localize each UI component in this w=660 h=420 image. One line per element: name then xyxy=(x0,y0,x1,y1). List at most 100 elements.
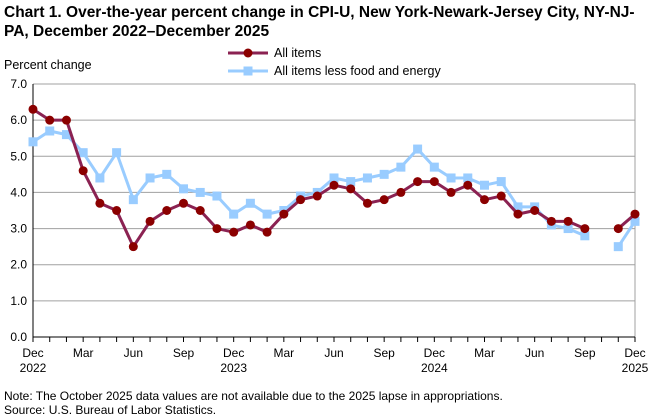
legend-label: All items less food and energy xyxy=(274,64,441,78)
data-point xyxy=(613,224,623,234)
data-point xyxy=(78,148,88,158)
data-point xyxy=(413,177,423,187)
data-point xyxy=(563,224,573,234)
x-tick-year: 2024 xyxy=(421,361,448,375)
data-point xyxy=(480,180,489,190)
data-point xyxy=(61,130,71,140)
legend-label: All items xyxy=(274,46,322,60)
data-point xyxy=(28,137,38,147)
data-point xyxy=(480,195,489,205)
x-tick-year: 2025 xyxy=(622,361,649,375)
x-tick-label: Dec xyxy=(624,346,645,360)
chart-title: Chart 1. Over-the-year percent change in… xyxy=(4,4,635,40)
data-point xyxy=(346,184,356,194)
data-point xyxy=(630,216,640,226)
data-point xyxy=(429,162,439,172)
data-point xyxy=(128,242,138,252)
data-point xyxy=(195,187,205,197)
data-point xyxy=(195,206,205,215)
legend-item-all-items: All items xyxy=(228,44,441,62)
legend: All items All items less food and energy xyxy=(228,44,441,80)
series-line xyxy=(32,129,586,238)
data-point xyxy=(45,126,55,136)
data-point xyxy=(580,224,590,234)
data-point xyxy=(513,202,523,212)
x-tick-year: 2022 xyxy=(20,361,47,375)
data-point xyxy=(245,220,255,230)
data-point xyxy=(396,162,406,172)
y-tick-label: 3.0 xyxy=(10,222,27,236)
data-point xyxy=(630,209,640,219)
data-point xyxy=(329,180,339,190)
data-point xyxy=(212,191,222,201)
x-tick-label: Sep xyxy=(373,346,395,360)
data-point xyxy=(379,195,389,205)
data-point xyxy=(296,195,306,205)
legend-swatch-all-items xyxy=(228,48,268,58)
data-point xyxy=(429,177,439,187)
data-point xyxy=(112,206,122,215)
data-point xyxy=(262,227,272,237)
data-point xyxy=(162,169,172,179)
data-point xyxy=(463,180,473,190)
x-tick-label: Sep xyxy=(574,346,596,360)
y-tick-label: 6.0 xyxy=(10,113,27,127)
data-point xyxy=(279,209,289,219)
x-tick-year: 2023 xyxy=(220,361,247,375)
y-tick-label: 1.0 xyxy=(10,294,27,308)
x-tick-label: Dec xyxy=(223,346,244,360)
y-axis-label: Percent change xyxy=(4,58,92,72)
data-point xyxy=(413,144,423,154)
series-line xyxy=(32,108,586,249)
data-point xyxy=(312,191,322,201)
data-point xyxy=(128,195,138,205)
data-point xyxy=(179,184,188,194)
y-tick-label: 2.0 xyxy=(10,258,27,272)
data-point xyxy=(362,173,372,183)
data-point xyxy=(245,198,255,208)
data-point xyxy=(613,242,623,252)
data-point xyxy=(329,173,339,183)
x-tick-label: Mar xyxy=(273,346,294,360)
data-point xyxy=(513,209,523,219)
x-tick-label: Mar xyxy=(73,346,94,360)
x-tick-label: Jun xyxy=(525,346,544,360)
y-tick-label: 5.0 xyxy=(10,149,27,163)
x-tick-label: Mar xyxy=(474,346,495,360)
y-tick-label: 4.0 xyxy=(10,185,27,199)
data-point xyxy=(162,206,172,215)
data-point xyxy=(229,209,239,219)
data-point xyxy=(446,187,456,197)
data-point xyxy=(28,104,38,114)
data-point xyxy=(61,115,71,125)
x-tick-label: Dec xyxy=(22,346,43,360)
data-point xyxy=(179,198,188,208)
y-tick-label: 7.0 xyxy=(10,77,27,91)
data-point xyxy=(563,216,573,226)
data-point xyxy=(396,187,406,197)
data-point xyxy=(212,224,222,234)
data-point xyxy=(262,209,272,219)
data-point xyxy=(346,177,356,187)
data-point xyxy=(446,173,456,183)
data-point xyxy=(45,115,55,125)
data-point xyxy=(362,198,372,208)
data-point xyxy=(580,231,590,241)
x-tick-label: Dec xyxy=(424,346,445,360)
x-tick-label: Jun xyxy=(324,346,343,360)
data-point xyxy=(463,173,473,183)
data-point xyxy=(95,173,105,183)
notes: Note: The October 2025 data values are n… xyxy=(4,389,503,417)
data-point xyxy=(229,227,239,237)
data-point xyxy=(496,177,506,187)
data-point xyxy=(145,216,155,226)
data-point xyxy=(496,191,506,201)
data-point xyxy=(112,148,122,158)
legend-swatch-core xyxy=(228,66,268,76)
note-text: Note: The October 2025 data values are n… xyxy=(4,389,503,403)
y-tick-label: 0.0 xyxy=(10,330,27,344)
data-point xyxy=(78,166,88,176)
data-point xyxy=(530,206,540,215)
data-point xyxy=(95,198,105,208)
